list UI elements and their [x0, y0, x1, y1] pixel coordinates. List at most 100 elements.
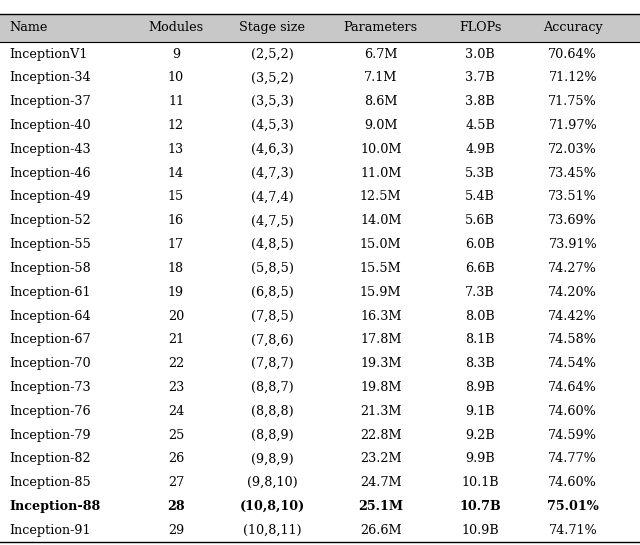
Text: Inception-46: Inception-46 [10, 167, 92, 180]
Text: 22: 22 [168, 357, 184, 370]
Text: (5,8,5): (5,8,5) [250, 262, 294, 275]
Text: (4,7,4): (4,7,4) [251, 191, 293, 203]
Text: 19: 19 [168, 286, 184, 299]
Text: 28: 28 [167, 500, 185, 513]
Text: 4.5B: 4.5B [465, 119, 495, 132]
Text: 8.1B: 8.1B [465, 334, 495, 347]
Text: 74.77%: 74.77% [548, 452, 597, 465]
Text: (8,8,8): (8,8,8) [251, 405, 293, 418]
Text: (9,8,10): (9,8,10) [246, 476, 298, 489]
Text: 4.9B: 4.9B [465, 143, 495, 156]
Text: 26.6M: 26.6M [360, 524, 402, 537]
Text: Inception-85: Inception-85 [10, 476, 92, 489]
Text: 71.97%: 71.97% [548, 119, 597, 132]
Text: 3.8B: 3.8B [465, 95, 495, 108]
Text: 74.27%: 74.27% [548, 262, 597, 275]
Text: 15.5M: 15.5M [360, 262, 402, 275]
Text: 7.1M: 7.1M [364, 71, 397, 84]
Text: 3.0B: 3.0B [465, 47, 495, 60]
Text: 21.3M: 21.3M [360, 405, 401, 418]
Text: 6.6B: 6.6B [465, 262, 495, 275]
Text: 73.51%: 73.51% [548, 191, 597, 203]
Text: (7,8,5): (7,8,5) [251, 310, 293, 323]
Text: (3,5,2): (3,5,2) [251, 71, 293, 84]
Text: 74.59%: 74.59% [548, 428, 597, 441]
Text: 16.3M: 16.3M [360, 310, 401, 323]
Text: (10,8,10): (10,8,10) [239, 500, 305, 513]
Text: (9,8,9): (9,8,9) [251, 452, 293, 465]
Text: 8.6M: 8.6M [364, 95, 397, 108]
Text: Inception-67: Inception-67 [10, 334, 92, 347]
Text: 74.60%: 74.60% [548, 476, 597, 489]
Text: 9.1B: 9.1B [465, 405, 495, 418]
Text: 5.6B: 5.6B [465, 214, 495, 227]
Text: (4,7,3): (4,7,3) [251, 167, 293, 180]
Text: Inception-61: Inception-61 [10, 286, 91, 299]
Text: 27: 27 [168, 476, 184, 489]
Text: (7,8,7): (7,8,7) [251, 357, 293, 370]
Text: 10.0M: 10.0M [360, 143, 401, 156]
Text: (4,5,3): (4,5,3) [251, 119, 293, 132]
Text: 74.64%: 74.64% [548, 381, 597, 394]
Text: 74.42%: 74.42% [548, 310, 597, 323]
Text: 21: 21 [168, 334, 184, 347]
Text: (2,5,2): (2,5,2) [251, 47, 293, 60]
Text: 74.54%: 74.54% [548, 357, 597, 370]
Text: 12: 12 [168, 119, 184, 132]
Text: 13: 13 [168, 143, 184, 156]
Text: (8,8,9): (8,8,9) [251, 428, 293, 441]
Text: 12.5M: 12.5M [360, 191, 402, 203]
Text: Inception-58: Inception-58 [10, 262, 92, 275]
Text: 10: 10 [168, 71, 184, 84]
Text: 26: 26 [168, 452, 184, 465]
Text: 8.3B: 8.3B [465, 357, 495, 370]
Text: (6,8,5): (6,8,5) [251, 286, 293, 299]
Text: 5.3B: 5.3B [465, 167, 495, 180]
Text: Parameters: Parameters [344, 21, 418, 34]
Text: 74.58%: 74.58% [548, 334, 597, 347]
Text: 3.7B: 3.7B [465, 71, 495, 84]
Text: Stage size: Stage size [239, 21, 305, 34]
Text: 14.0M: 14.0M [360, 214, 401, 227]
Text: 74.20%: 74.20% [548, 286, 597, 299]
Text: 10.1B: 10.1B [461, 476, 499, 489]
Text: 74.60%: 74.60% [548, 405, 597, 418]
Text: Inception-37: Inception-37 [10, 95, 92, 108]
Text: Inception-76: Inception-76 [10, 405, 92, 418]
Text: (8,8,7): (8,8,7) [251, 381, 293, 394]
Text: Inception-91: Inception-91 [10, 524, 91, 537]
Text: 18: 18 [168, 262, 184, 275]
Text: (4,6,3): (4,6,3) [251, 143, 293, 156]
Text: 73.45%: 73.45% [548, 167, 597, 180]
Text: 73.91%: 73.91% [548, 238, 597, 251]
Text: (4,8,5): (4,8,5) [251, 238, 293, 251]
Text: (10,8,11): (10,8,11) [243, 524, 301, 537]
Text: (7,8,6): (7,8,6) [251, 334, 293, 347]
Text: 7.3B: 7.3B [465, 286, 495, 299]
Text: 74.71%: 74.71% [548, 524, 597, 537]
Text: Name: Name [10, 21, 48, 34]
Text: 16: 16 [168, 214, 184, 227]
Text: Inception-52: Inception-52 [10, 214, 92, 227]
Text: 24.7M: 24.7M [360, 476, 402, 489]
Text: 17.8M: 17.8M [360, 334, 401, 347]
Text: 15: 15 [168, 191, 184, 203]
Text: 9: 9 [172, 47, 180, 60]
Text: Inception-88: Inception-88 [10, 500, 101, 513]
Text: 9.2B: 9.2B [465, 428, 495, 441]
Text: 14: 14 [168, 167, 184, 180]
Text: 17: 17 [168, 238, 184, 251]
Text: 22.8M: 22.8M [360, 428, 402, 441]
Text: InceptionV1: InceptionV1 [10, 47, 88, 60]
Text: 29: 29 [168, 524, 184, 537]
Text: 9.9B: 9.9B [465, 452, 495, 465]
Text: 25: 25 [168, 428, 184, 441]
Text: 19.3M: 19.3M [360, 357, 401, 370]
Text: 72.03%: 72.03% [548, 143, 597, 156]
Text: 5.4B: 5.4B [465, 191, 495, 203]
Text: Inception-55: Inception-55 [10, 238, 92, 251]
Text: 25.1M: 25.1M [358, 500, 403, 513]
Text: Inception-82: Inception-82 [10, 452, 92, 465]
Text: FLOPs: FLOPs [459, 21, 501, 34]
Text: 73.69%: 73.69% [548, 214, 597, 227]
